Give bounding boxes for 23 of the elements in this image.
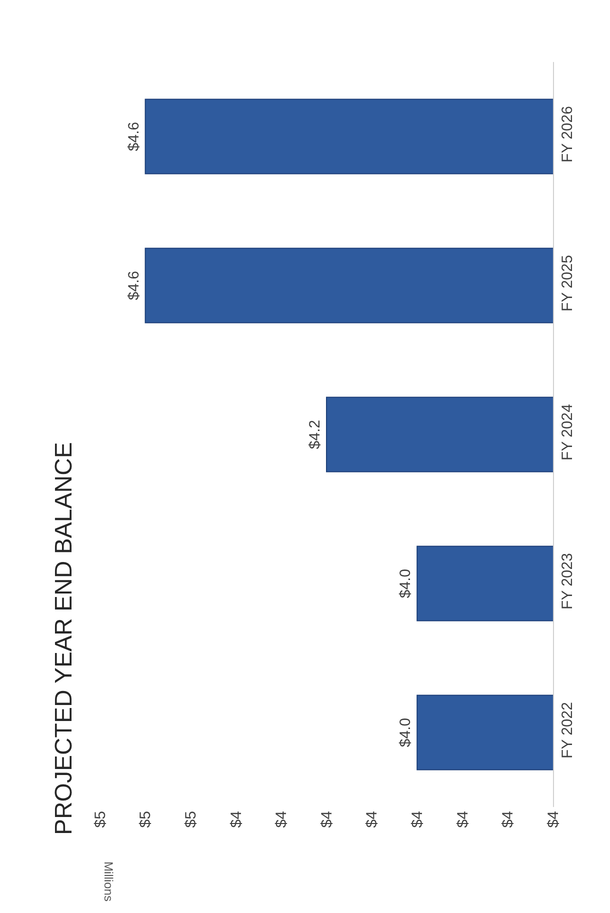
x-tick-label: $5: [182, 811, 200, 828]
y-tick-label: FY 2023: [559, 553, 576, 610]
y-tick-label: FY 2022: [559, 702, 576, 758]
data-label: $4.2: [306, 420, 324, 450]
x-tick-label: $4: [408, 811, 426, 828]
x-tick-label: $4: [364, 811, 381, 828]
x-tick-label: $4: [318, 811, 336, 828]
x-tick-label: $4: [544, 811, 562, 828]
data-label: $4.6: [125, 122, 142, 152]
x-tick-label: $5: [92, 811, 109, 828]
x-tick-label: $4: [454, 811, 472, 828]
y-tick-label: FY 2026: [559, 106, 576, 162]
data-label: $4.0: [397, 718, 414, 748]
data-label: $4.6: [125, 270, 142, 300]
text: Millions: [102, 861, 116, 902]
data-label: $4.0: [397, 568, 414, 598]
x-tick-label: $4: [228, 811, 245, 828]
x-tick-label: $4: [500, 811, 517, 828]
y-tick-label: FY 2024: [559, 404, 576, 460]
y-tick-label: FY 2025: [559, 255, 576, 312]
x-tick-label: $4: [273, 811, 290, 828]
x-tick-label: $5: [137, 811, 154, 828]
text: PROJECTED YEAR END BALANCE: [50, 442, 78, 836]
